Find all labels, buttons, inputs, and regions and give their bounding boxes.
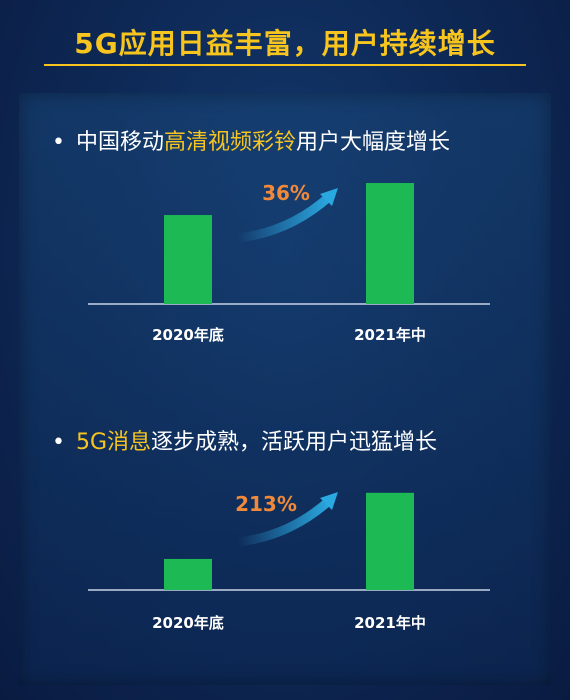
growth-arrowhead-icon — [320, 188, 338, 206]
section-1-heading: • 中国移动高清视频彩铃用户大幅度增长 — [52, 124, 450, 156]
bar-2 — [366, 183, 414, 304]
section-1-text-after: 用户大幅度增长 — [296, 130, 451, 155]
section-2-heading: • 5G消息逐步成熟，活跃用户迅猛增长 — [52, 424, 437, 456]
section-1-highlight: 高清视频彩铃 — [164, 130, 297, 155]
growth-label: 36% — [262, 181, 310, 205]
chart-hd-video-ringtone: 2020年底 2021年中 36% — [88, 181, 490, 344]
growth-arrowhead-icon — [320, 492, 338, 510]
title-underline — [44, 64, 526, 66]
growth-arrow-icon — [233, 191, 335, 243]
x-tick-label: 2020年底 — [152, 614, 224, 632]
x-tick-label: 2020年底 — [152, 326, 224, 344]
growth-arrow-icon — [233, 495, 335, 547]
section-2-text-after: 逐步成熟，活跃用户迅猛增长 — [151, 430, 438, 455]
page-title: 5G应用日益丰富，用户持续增长 — [74, 27, 496, 60]
bar-2 — [366, 492, 414, 590]
bar-1 — [164, 558, 212, 590]
bar-1 — [164, 215, 212, 304]
x-tick-label: 2021年中 — [354, 326, 426, 344]
growth-label: 213% — [235, 492, 297, 516]
chart-5g-messaging: 2020年底 2021年中 213% — [88, 492, 490, 632]
section-2-highlight: 5G消息 — [76, 430, 152, 455]
x-tick-label: 2021年中 — [354, 614, 426, 632]
content-panel — [19, 93, 551, 685]
bullet-icon: • — [52, 130, 65, 155]
section-1-text-before: 中国移动 — [76, 130, 165, 155]
bullet-icon: • — [52, 430, 65, 455]
